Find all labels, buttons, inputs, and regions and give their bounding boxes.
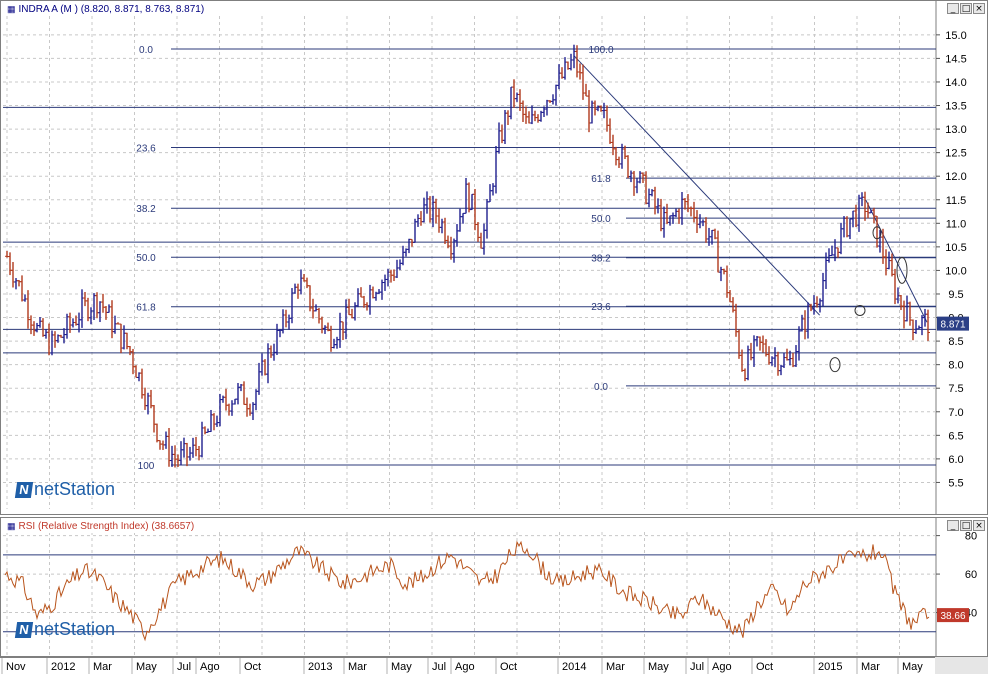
price-window-buttons: _ □ × xyxy=(947,3,985,14)
x-axis-tick-label: Jul xyxy=(432,661,446,673)
price-y-tick-label: 8.0 xyxy=(948,360,963,372)
price-series-bars xyxy=(5,44,930,468)
price-y-tick-label: 7.5 xyxy=(948,383,963,395)
minimize-button[interactable]: _ xyxy=(947,3,959,14)
price-y-tick-label: 7.0 xyxy=(948,407,963,419)
price-y-tick-label: 12.5 xyxy=(945,148,966,160)
x-axis-tick-label: Ago xyxy=(455,661,475,673)
x-axis-tick-label: Mar xyxy=(861,661,880,673)
x-axis-labels: Nov 2012 Mar May Jul Ago Oct 2013 Mar May Jul Ago Oc… xyxy=(1,658,923,674)
fibonacci-level-label: 38.2 xyxy=(136,204,156,215)
rsi-line xyxy=(4,540,930,642)
panel-icon: ▦ xyxy=(7,521,16,531)
price-y-tick-label: 10.5 xyxy=(945,242,966,254)
price-y-tick-label: 15.0 xyxy=(945,30,966,42)
rsi-y-tick-label: 80 xyxy=(965,531,977,543)
x-axis[interactable]: Nov 2012 Mar May Jul Ago Oct 2013 Mar May Jul Ago Oc… xyxy=(0,657,988,675)
price-y-tick-label: 6.5 xyxy=(948,430,963,442)
fibonacci-level-label: 0.0 xyxy=(139,45,153,56)
last-rsi-label: 38.66 xyxy=(940,611,965,622)
last-price-label: 8.871 xyxy=(940,320,965,331)
fibonacci-level-label: 23.6 xyxy=(591,302,611,313)
price-y-tick-label: 8.5 xyxy=(948,336,963,348)
rsi-y-tick-label: 60 xyxy=(965,569,977,581)
annotation-ellipse xyxy=(872,226,882,240)
trendline xyxy=(865,199,928,323)
x-axis-tick-label: May xyxy=(391,661,412,673)
price-chart[interactable]: 15.0 14.5 14.0 13.5 13.0 12.5 12.0 11.5 11.0 10.5… xyxy=(1,1,987,514)
maximize-button[interactable]: □ xyxy=(960,520,972,531)
x-axis-tick-label: 2014 xyxy=(562,661,586,673)
x-axis-tick-label: Ago xyxy=(200,661,220,673)
price-y-tick-label: 14.0 xyxy=(945,77,966,89)
fibonacci-level-label: 61.8 xyxy=(136,303,156,314)
fibonacci-level-label: 100 xyxy=(138,461,155,472)
x-axis-tick-label: Jul xyxy=(177,661,191,673)
x-axis-corner xyxy=(935,657,988,674)
x-axis-tick-label: Mar xyxy=(93,661,112,673)
price-panel-title: ▦ INDRA A (M ) (8.820, 8.871, 8.763, 8.87… xyxy=(4,3,208,16)
x-axis-tick-label: 2015 xyxy=(818,661,842,673)
panel-icon: ▦ xyxy=(7,4,16,14)
x-axis-tick-label: May xyxy=(648,661,669,673)
netstation-logo-icon: N xyxy=(14,621,34,638)
rsi-panel[interactable]: 80 60 40 38.66 ▦ RSI (Relative Strength Inde… xyxy=(0,517,988,657)
x-axis-tick-label: May xyxy=(902,661,923,673)
last-price-tag xyxy=(937,316,969,331)
price-y-tick-label: 12.0 xyxy=(945,171,966,183)
close-button[interactable]: × xyxy=(973,3,985,14)
price-y-tick-label: 13.5 xyxy=(945,101,966,113)
fibonacci-level-label: 50.0 xyxy=(136,253,156,264)
x-axis-tick-label: Mar xyxy=(606,661,625,673)
x-axis-tick-label: Oct xyxy=(500,661,517,673)
close-button[interactable]: × xyxy=(973,520,985,531)
netstation-logo-icon: N xyxy=(14,481,34,498)
x-axis-tick-label: Nov xyxy=(6,661,26,673)
fibonacci-level-label: 0.0 xyxy=(594,382,608,393)
fibonacci-level-label: 23.6 xyxy=(136,143,156,154)
x-axis-tick-label: Ago xyxy=(712,661,732,673)
price-y-tick-label: 11.0 xyxy=(946,218,967,230)
x-axis-tick-label: 2013 xyxy=(308,661,332,673)
x-axis-tick-label: Oct xyxy=(756,661,773,673)
price-y-tick-label: 11.5 xyxy=(946,195,967,207)
annotation-ellipse xyxy=(896,256,908,284)
x-axis-tick-label: Mar xyxy=(348,661,367,673)
fibonacci-level-label: 50.0 xyxy=(591,214,611,225)
price-y-tick-label: 10.0 xyxy=(945,265,966,277)
annotation-ellipse xyxy=(854,304,866,316)
fibonacci-level-label: 100.0 xyxy=(588,45,613,56)
x-axis-tick-label: Jul xyxy=(690,661,704,673)
x-axis-tick-label: May xyxy=(136,661,157,673)
maximize-button[interactable]: □ xyxy=(960,3,972,14)
fibonacci-level-label: 38.2 xyxy=(591,254,611,265)
annotation-ellipse xyxy=(829,357,841,373)
price-y-tick-label: 13.0 xyxy=(945,124,966,136)
price-y-tick-label: 14.5 xyxy=(945,53,966,65)
price-panel[interactable]: 15.0 14.5 14.0 13.5 13.0 12.5 12.0 11.5 11.0 10.5… xyxy=(0,0,988,515)
fibonacci-level-label: 61.8 xyxy=(591,174,611,185)
trendline xyxy=(573,55,821,316)
price-y-tick-label: 5.5 xyxy=(948,477,963,489)
x-axis-tick-label: Oct xyxy=(244,661,261,673)
x-axis-tick-label: 2012 xyxy=(51,661,75,673)
rsi-panel-title: ▦ RSI (Relative Strength Index) (38.6657) xyxy=(4,520,198,533)
minimize-button[interactable]: _ xyxy=(947,520,959,531)
price-y-tick-label: 6.0 xyxy=(948,454,963,466)
price-y-tick-label: 9.5 xyxy=(948,289,963,301)
rsi-window-buttons: _ □ × xyxy=(947,520,985,531)
last-rsi-tag xyxy=(937,608,969,623)
